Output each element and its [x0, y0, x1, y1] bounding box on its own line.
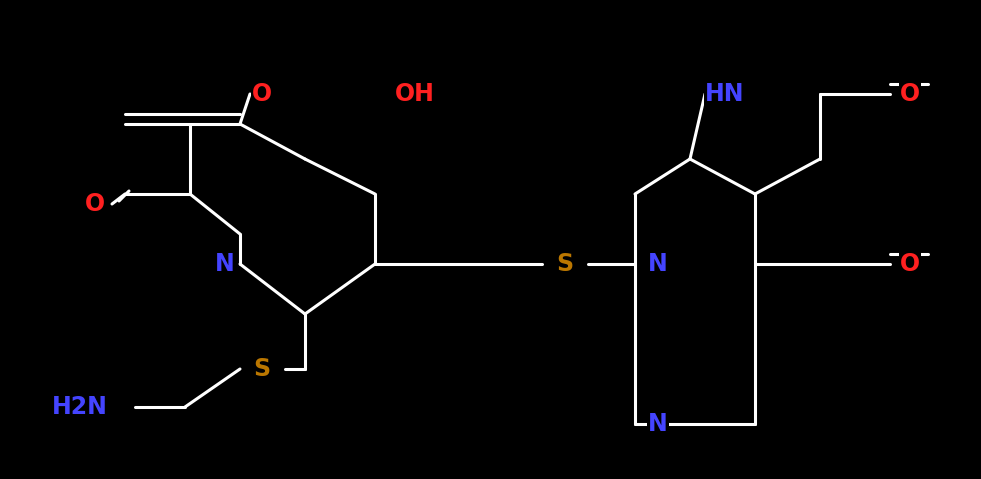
- Text: HN: HN: [705, 82, 745, 106]
- Text: S: S: [253, 357, 271, 381]
- Text: H2N: H2N: [52, 395, 108, 419]
- Text: N: N: [648, 412, 668, 436]
- Text: O: O: [85, 192, 105, 216]
- Text: OH: OH: [395, 82, 435, 106]
- Text: O: O: [900, 252, 920, 276]
- Text: N: N: [648, 252, 668, 276]
- Text: O: O: [252, 82, 272, 106]
- Text: O: O: [900, 82, 920, 106]
- Text: N: N: [215, 252, 234, 276]
- Text: S: S: [556, 252, 574, 276]
